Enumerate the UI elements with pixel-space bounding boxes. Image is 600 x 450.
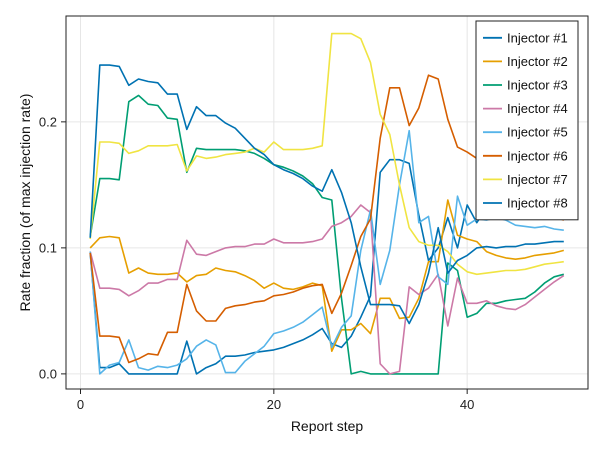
legend-label: Injector #1 xyxy=(507,30,568,45)
x-tick-label: 0 xyxy=(77,397,84,412)
series-line-injector-7 xyxy=(89,32,564,276)
legend-label: Injector #7 xyxy=(507,172,568,187)
series-line-injector-3 xyxy=(89,94,565,375)
y-tick-label: 0.0 xyxy=(39,366,57,381)
legend-label: Injector #4 xyxy=(507,101,568,116)
series-line-injector-8 xyxy=(89,64,564,325)
legend-box xyxy=(475,20,579,221)
series-line-injector-4 xyxy=(89,204,565,375)
plot-frame xyxy=(65,15,589,390)
legend-label: Injector #6 xyxy=(507,148,568,163)
y-tick-label: 0.1 xyxy=(39,240,57,255)
legend-label: Injector #2 xyxy=(507,54,568,69)
x-tick-label: 20 xyxy=(267,397,281,412)
legend: Injector #1 Injector #2 Injector #3 Injecto… xyxy=(475,20,579,221)
legend-label: Injector #3 xyxy=(507,78,568,93)
x-axis-title: Report step xyxy=(291,418,364,434)
series-line-injector-2 xyxy=(89,199,565,353)
y-tick-label: 0.2 xyxy=(39,114,57,129)
y-axis-title: Rate fraction (of max injection rate) xyxy=(17,94,33,312)
x-tick-label: 40 xyxy=(460,397,474,412)
axis-ticks: 0 20 40 0.0 0.1 0.2 xyxy=(39,114,474,412)
legend-label: Injector #5 xyxy=(507,125,568,140)
legend-label: Injector #8 xyxy=(507,196,568,211)
